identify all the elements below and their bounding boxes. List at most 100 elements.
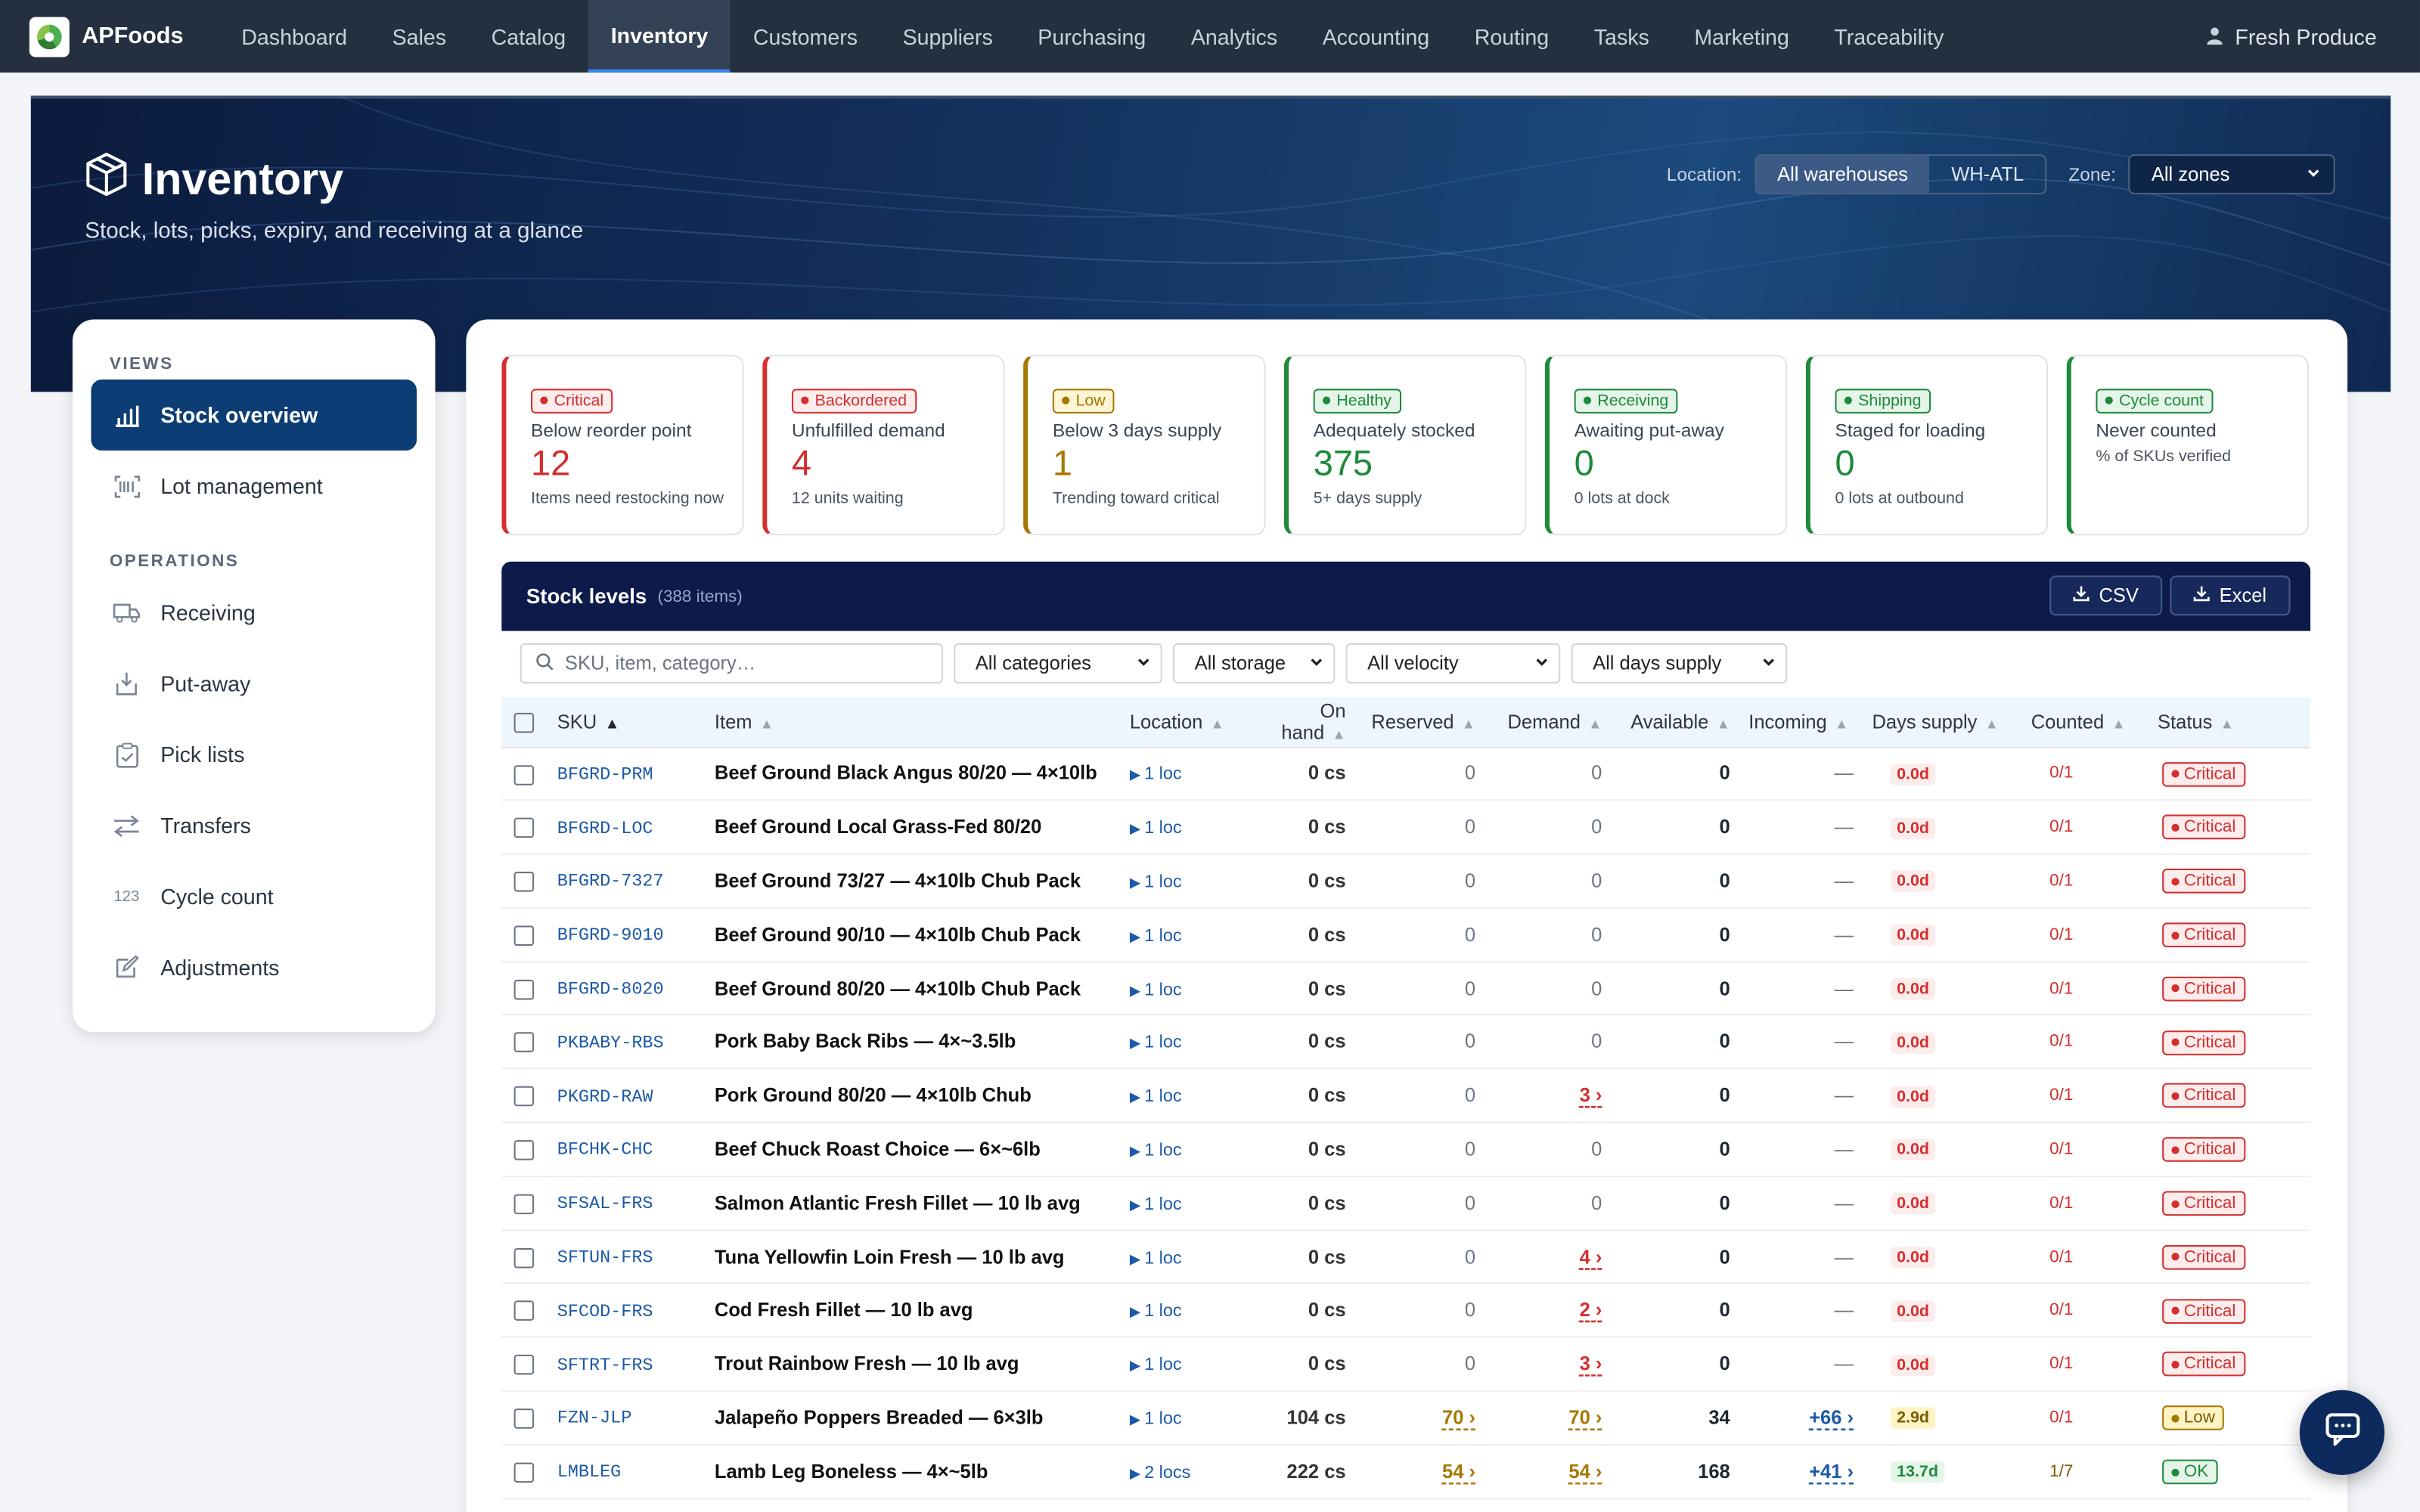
- zone-select[interactable]: All zones: [2128, 154, 2335, 195]
- column-header-available[interactable]: Available ▲: [1620, 697, 1749, 748]
- table-row[interactable]: PKGRD-RAW Pork Ground 80/20 — 4×10lb Chub…: [501, 1068, 2311, 1123]
- sidebar-item-put-away[interactable]: Put-away: [91, 648, 417, 719]
- filter-select-all-velocity[interactable]: All velocity: [1345, 643, 1561, 684]
- row-checkbox[interactable]: [513, 1355, 535, 1375]
- column-header-item[interactable]: Item ▲: [714, 697, 1130, 748]
- sort-icon[interactable]: ▲: [1716, 715, 1730, 731]
- export-csv-button[interactable]: CSV: [2049, 575, 2162, 616]
- incoming-value[interactable]: +66 ›: [1809, 1407, 1854, 1429]
- row-checkbox[interactable]: [513, 979, 535, 999]
- sidebar-item-cycle-count[interactable]: 123 Cycle count: [91, 861, 417, 932]
- nav-suppliers[interactable]: Suppliers: [902, 23, 993, 49]
- nav-customers[interactable]: Customers: [752, 23, 858, 49]
- reserved-value[interactable]: 70 ›: [1442, 1407, 1476, 1429]
- table-row[interactable]: SFCOD-FRS Cod Fresh Fillet — 10 lb avg ▶ 1…: [501, 1283, 2311, 1338]
- location-expand[interactable]: ▶ 1 loc: [1130, 981, 1182, 999]
- location-expand[interactable]: ▶ 1 loc: [1130, 1303, 1182, 1321]
- kpi-card-low[interactable]: Low Below 3 days supply 1 Trending toward c…: [1023, 355, 1266, 536]
- sku-link[interactable]: SFTRT-FRS: [557, 1356, 653, 1376]
- kpi-card-receiving[interactable]: Receiving Awaiting put-away 0 0 lots at doc…: [1544, 355, 1788, 536]
- kpi-card-backordered[interactable]: Backordered Unfulfilled demand 4 12 units w…: [762, 355, 1005, 536]
- column-header-status[interactable]: Status ▲: [2158, 697, 2311, 748]
- row-checkbox[interactable]: [513, 1462, 535, 1483]
- table-row[interactable]: SFTRT-FRS Trout Rainbow Fresh — 10 lb avg…: [501, 1337, 2311, 1392]
- search-box[interactable]: SKU, item, category…: [520, 643, 943, 684]
- table-row[interactable]: SFTUN-FRS Tuna Yellowfin Loin Fresh — 10 …: [501, 1229, 2311, 1284]
- table-row[interactable]: BFGRD-7327 Beef Ground 73/27 — 4×10lb Chu…: [501, 854, 2311, 909]
- sidebar-item-adjustments[interactable]: Adjustments: [91, 932, 417, 1003]
- sku-link[interactable]: BFGRD-9010: [557, 926, 664, 947]
- nav-accounting[interactable]: Accounting: [1322, 23, 1430, 49]
- sidebar-item-stock-overview[interactable]: Stock overview: [91, 380, 417, 451]
- row-checkbox[interactable]: [513, 872, 535, 892]
- location-expand[interactable]: ▶ 1 loc: [1130, 873, 1182, 891]
- sort-icon[interactable]: ▲: [1332, 726, 1346, 742]
- incoming-value[interactable]: +41 ›: [1809, 1461, 1854, 1483]
- nav-inventory[interactable]: Inventory: [588, 0, 731, 73]
- filter-select-all-categories[interactable]: All categories: [954, 643, 1162, 684]
- row-checkbox[interactable]: [513, 1194, 535, 1214]
- select-all-checkbox[interactable]: [501, 697, 557, 748]
- sort-icon[interactable]: ▲: [2220, 715, 2234, 731]
- chat-button[interactable]: [2299, 1390, 2385, 1476]
- column-header-days-supply[interactable]: Days supply ▲: [1872, 697, 2031, 748]
- nav-tasks[interactable]: Tasks: [1593, 23, 1649, 49]
- sku-link[interactable]: PKGRD-RAW: [557, 1087, 653, 1108]
- location-expand[interactable]: ▶ 1 loc: [1130, 1356, 1182, 1374]
- location-option-all-warehouses[interactable]: All warehouses: [1755, 156, 1930, 194]
- nav-purchasing[interactable]: Purchasing: [1038, 23, 1146, 49]
- sku-link[interactable]: LMBLEG: [557, 1463, 622, 1483]
- location-expand[interactable]: ▶ 1 loc: [1130, 766, 1182, 784]
- table-row[interactable]: BFGRD-9010 Beef Ground 90/10 — 4×10lb Chu…: [501, 907, 2311, 962]
- table-row[interactable]: PKBABY-RBS Pork Baby Back Ribs — 4×~3.5lb…: [501, 1015, 2311, 1070]
- sku-link[interactable]: BFGRD-PRM: [557, 765, 653, 785]
- row-checkbox[interactable]: [513, 1247, 535, 1268]
- export-excel-button[interactable]: Excel: [2170, 575, 2290, 616]
- filter-select-all-storage[interactable]: All storage: [1173, 643, 1336, 684]
- nav-dashboard[interactable]: Dashboard: [241, 23, 348, 49]
- kpi-card-shipping[interactable]: Shipping Staged for loading 0 0 lots at out…: [1805, 355, 2049, 536]
- table-row[interactable]: SFSAL-FRS Salmon Atlantic Fresh Fillet — …: [501, 1176, 2311, 1231]
- row-checkbox[interactable]: [513, 1140, 535, 1160]
- reserved-value[interactable]: 54 ›: [1442, 1461, 1476, 1483]
- nav-routing[interactable]: Routing: [1474, 23, 1550, 49]
- row-checkbox[interactable]: [513, 925, 535, 946]
- row-checkbox[interactable]: [513, 1408, 535, 1429]
- sort-icon[interactable]: ▲: [1588, 715, 1602, 731]
- kpi-card-cycle-count[interactable]: Cycle count Never counted % of SKUs verifi…: [2066, 355, 2310, 536]
- sku-link[interactable]: SFSAL-FRS: [557, 1194, 653, 1215]
- nav-marketing[interactable]: Marketing: [1694, 23, 1789, 49]
- location-option-wh-atl[interactable]: WH-ATL: [1951, 163, 2024, 185]
- search-input[interactable]: SKU, item, category…: [564, 652, 756, 674]
- column-header-incoming[interactable]: Incoming ▲: [1748, 697, 1872, 748]
- demand-value[interactable]: 2 ›: [1579, 1300, 1602, 1321]
- column-header-sku[interactable]: SKU ▲: [557, 697, 715, 748]
- filter-select-all-days-supply[interactable]: All days supply: [1571, 643, 1788, 684]
- sidebar-item-transfers[interactable]: Transfers: [91, 790, 417, 861]
- sort-icon[interactable]: ▲: [1210, 715, 1224, 731]
- nav-catalog[interactable]: Catalog: [491, 23, 566, 49]
- brand[interactable]: APFoods: [29, 16, 184, 57]
- column-header-counted[interactable]: Counted ▲: [2031, 697, 2158, 748]
- sort-icon[interactable]: ▲: [759, 715, 774, 731]
- table-row[interactable]: BFGRD-8020 Beef Ground 80/20 — 4×10lb Chu…: [501, 961, 2311, 1016]
- row-checkbox[interactable]: [513, 764, 535, 785]
- row-checkbox[interactable]: [513, 1301, 535, 1321]
- column-header-reserved[interactable]: Reserved ▲: [1364, 697, 1494, 748]
- sort-icon[interactable]: ▲: [1984, 715, 1999, 731]
- sku-link[interactable]: SFTUN-FRS: [557, 1248, 653, 1269]
- column-header-demand[interactable]: Demand ▲: [1494, 697, 1621, 748]
- sort-asc-icon[interactable]: ▲: [604, 715, 620, 733]
- location-expand[interactable]: ▶ 1 loc: [1130, 1195, 1182, 1213]
- nav-traceability[interactable]: Traceability: [1834, 23, 1944, 49]
- demand-value[interactable]: 3 ›: [1579, 1085, 1602, 1107]
- location-expand[interactable]: ▶ 2 locs: [1130, 1464, 1191, 1482]
- sidebar-item-pick-lists[interactable]: Pick lists: [91, 719, 417, 790]
- table-row[interactable]: BFGRD-LOC Beef Ground Local Grass-Fed 80/…: [501, 800, 2311, 855]
- column-header-on-hand[interactable]: On hand ▲: [1265, 697, 1365, 748]
- table-row[interactable]: BFCHK-CHC Beef Chuck Roast Choice — 6×~6l…: [501, 1122, 2311, 1177]
- sku-link[interactable]: BFGRD-7327: [557, 872, 664, 893]
- nav-sales[interactable]: Sales: [392, 23, 447, 49]
- location-expand[interactable]: ▶ 1 loc: [1130, 820, 1182, 838]
- row-checkbox[interactable]: [513, 1033, 535, 1053]
